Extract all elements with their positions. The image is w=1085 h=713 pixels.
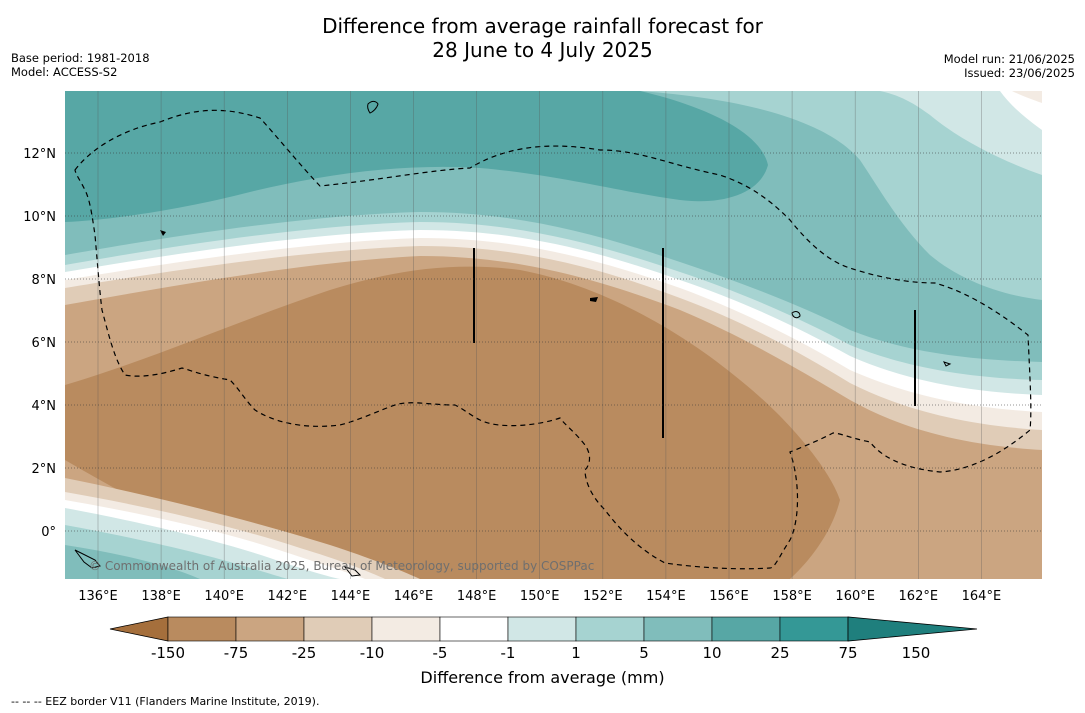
y-tick-label: 0° [41, 525, 56, 540]
colorbar-segment [779, 616, 849, 642]
eez-footnote: -- -- -- EEZ border V11 (Flanders Marine… [11, 695, 320, 708]
chart-title: Difference from average rainfall forecas… [0, 14, 1085, 62]
x-tick-label: 162°E [899, 589, 939, 604]
colorbar-segment [235, 616, 305, 642]
colorbar-tick-label: 150 [902, 644, 931, 662]
y-tick-label: 6°N [32, 336, 57, 351]
coastline [74, 549, 101, 569]
colorbar-tick-label: -75 [224, 644, 249, 662]
y-tick-label: 8°N [32, 273, 57, 288]
eez-border [74, 109, 1032, 570]
colorbar-tick-label: 5 [639, 644, 649, 662]
colorbar-segment [371, 616, 441, 642]
colorbar-segment [439, 616, 509, 642]
x-tick-label: 154°E [646, 589, 686, 604]
graticule [65, 91, 1042, 579]
island-mark [160, 230, 166, 236]
island-mark [943, 361, 952, 367]
x-tick-label: 158°E [772, 589, 812, 604]
x-tick-label: 152°E [583, 589, 623, 604]
colorbar-max-arrow [847, 616, 978, 642]
model-run-text: Model run: 21/06/2025 [943, 52, 1075, 66]
colorbar-tick-label: -25 [292, 644, 317, 662]
island-mark [590, 297, 598, 302]
fill-neutral-ne [1000, 91, 1042, 130]
x-tick-label: 138°E [141, 589, 181, 604]
y-tick-label: 2°N [32, 462, 57, 477]
meta-left: Base period: 1981-2018 Model: ACCESS-S2 [11, 51, 150, 79]
x-tick-label: 148°E [457, 589, 497, 604]
colorbar-segment [167, 616, 237, 642]
x-axis-ticks: 136°E 138°E 140°E 142°E 144°E 146°E 148°E 150°E… [78, 589, 1001, 604]
island-outline [367, 100, 379, 114]
model-text: Model: ACCESS-S2 [11, 65, 118, 79]
y-axis-ticks: 12°N 10°N 8°N 6°N 4°N 2°N 0° [23, 147, 56, 540]
y-tick-label: 12°N [23, 147, 56, 162]
title-line-1: Difference from average rainfall forecas… [322, 14, 763, 38]
x-tick-label: 164°E [962, 589, 1002, 604]
x-tick-label: 142°E [268, 589, 308, 604]
fill-wet-10-25-south [65, 545, 200, 579]
base-period-text: Base period: 1981-2018 [11, 51, 150, 65]
meta-right: Model run: 21/06/2025 Issued: 23/06/2025 [944, 52, 1075, 80]
contour-fills: © Commonwealth of Australia 2025, Bureau… [65, 91, 1042, 579]
colorbar-tick-label: -1 [501, 644, 516, 662]
fill-dry-ne [1012, 91, 1042, 103]
colorbar-segment [507, 616, 577, 642]
colorbar-tick-label: -10 [360, 644, 385, 662]
colorbar-segment [575, 616, 645, 642]
colorbar-segment [711, 616, 781, 642]
island-outline [791, 311, 801, 319]
title-line-2: 28 June to 4 July 2025 [432, 38, 653, 62]
x-tick-label: 160°E [835, 589, 875, 604]
coastline [343, 566, 362, 577]
x-tick-label: 150°E [520, 589, 560, 604]
legend-colorbar: -150 -75 -25 -10 -5 -1 1 5 10 25 75 150 [109, 616, 978, 662]
colorbar-tick-label: -150 [151, 644, 185, 662]
x-tick-label: 136°E [78, 589, 118, 604]
colorbar-min-arrow [109, 616, 169, 642]
colorbar-tick-label: 10 [702, 644, 721, 662]
issued-text: Issued: 23/06/2025 [964, 66, 1075, 80]
legend-title: Difference from average (mm) [420, 668, 665, 687]
x-tick-label: 144°E [331, 589, 371, 604]
x-tick-label: 156°E [709, 589, 749, 604]
y-tick-label: 10°N [23, 210, 56, 225]
colorbar-tick-label: -5 [433, 644, 448, 662]
colorbar-tick-label: 25 [770, 644, 789, 662]
fill-wet-1-5-ne [880, 91, 1042, 175]
colorbar-tick-label: 1 [571, 644, 581, 662]
fill-dry-25-75 [65, 266, 840, 579]
fill-wet-5-10 [640, 91, 1042, 300]
colorbar-tick-label: 75 [838, 644, 857, 662]
fill-wet-25-75 [65, 91, 768, 222]
colorbar-segment [303, 616, 373, 642]
copyright-text: © Commonwealth of Australia 2025, Bureau… [89, 559, 594, 573]
y-tick-label: 4°N [32, 399, 57, 414]
x-tick-label: 140°E [204, 589, 244, 604]
colorbar-segment [643, 616, 713, 642]
x-tick-label: 146°E [394, 589, 434, 604]
